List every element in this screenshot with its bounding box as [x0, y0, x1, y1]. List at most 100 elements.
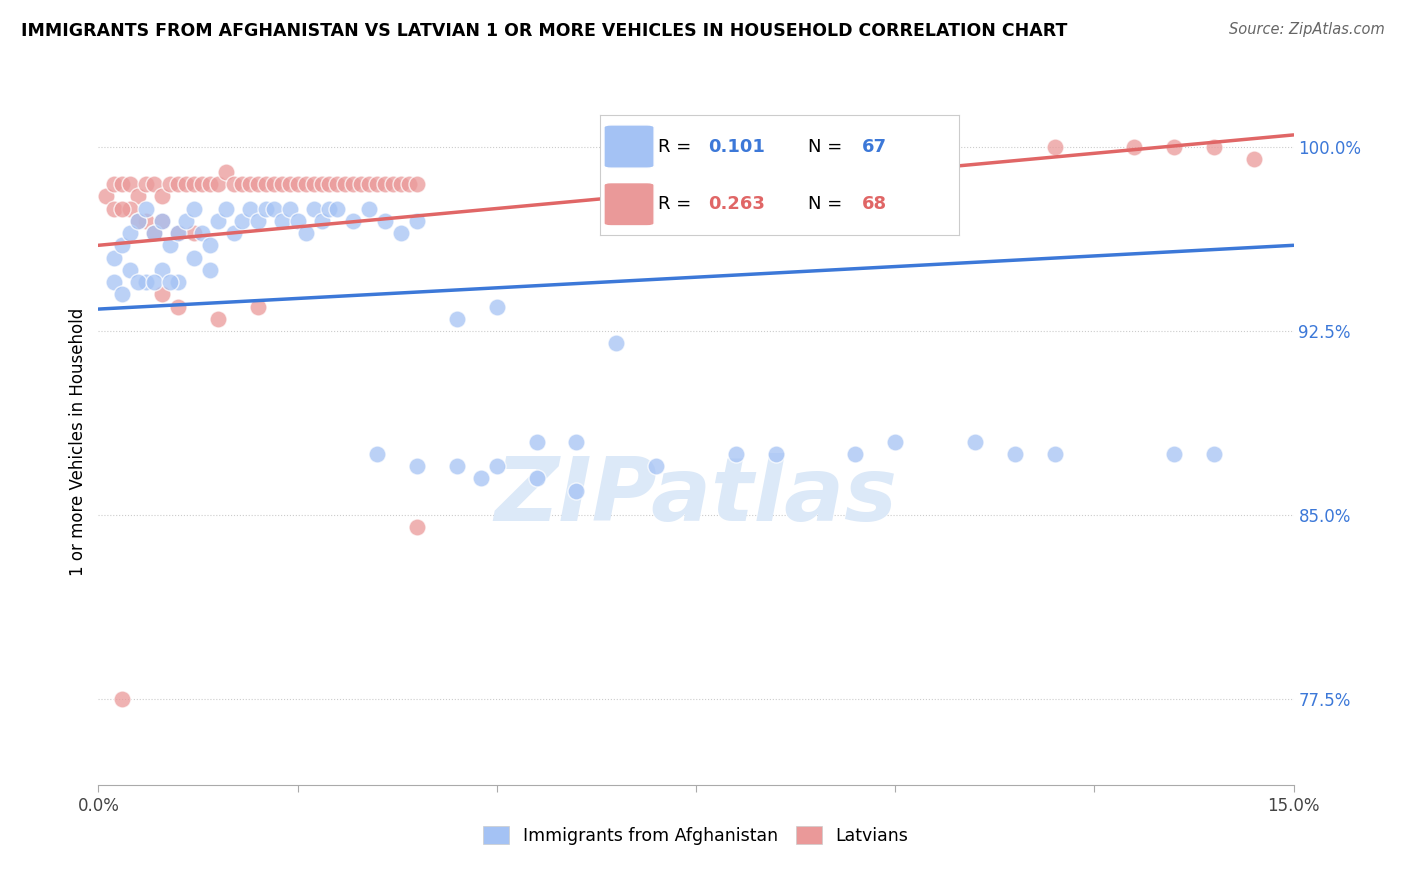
- Point: [1202, 447, 1225, 461]
- Point: [470, 471, 492, 485]
- Point: [111, 238, 134, 252]
- Text: ZIPatlas: ZIPatlas: [495, 453, 897, 540]
- Point: [191, 226, 214, 240]
- Point: [127, 214, 149, 228]
- Point: [389, 226, 412, 240]
- Point: [222, 226, 245, 240]
- Text: Source: ZipAtlas.com: Source: ZipAtlas.com: [1229, 22, 1385, 37]
- Point: [406, 214, 429, 228]
- Point: [103, 177, 125, 191]
- Point: [174, 214, 197, 228]
- Point: [150, 214, 173, 228]
- Point: [111, 202, 134, 216]
- Point: [167, 226, 190, 240]
- Point: [215, 165, 238, 179]
- Point: [278, 177, 301, 191]
- Point: [326, 177, 349, 191]
- Point: [127, 189, 149, 203]
- Point: [374, 177, 396, 191]
- Point: [526, 434, 548, 449]
- Point: [326, 202, 349, 216]
- Point: [1163, 447, 1185, 461]
- Point: [318, 177, 340, 191]
- Point: [167, 177, 190, 191]
- Point: [1043, 447, 1066, 461]
- Point: [143, 226, 166, 240]
- Point: [103, 251, 125, 265]
- Point: [844, 447, 866, 461]
- Point: [143, 177, 166, 191]
- Point: [231, 177, 253, 191]
- Point: [446, 458, 468, 473]
- Point: [335, 177, 357, 191]
- Point: [183, 177, 205, 191]
- Point: [398, 177, 420, 191]
- Point: [103, 275, 125, 289]
- Point: [359, 202, 381, 216]
- Point: [350, 177, 373, 191]
- Point: [150, 214, 173, 228]
- Point: [294, 177, 316, 191]
- Point: [167, 275, 190, 289]
- Point: [143, 275, 166, 289]
- Point: [963, 434, 986, 449]
- Point: [294, 226, 316, 240]
- Point: [565, 434, 588, 449]
- Point: [1123, 140, 1146, 154]
- Point: [1202, 140, 1225, 154]
- Point: [246, 177, 269, 191]
- Point: [311, 177, 333, 191]
- Point: [207, 214, 229, 228]
- Point: [406, 458, 429, 473]
- Point: [1163, 140, 1185, 154]
- Point: [183, 202, 205, 216]
- Point: [135, 214, 157, 228]
- Point: [222, 177, 245, 191]
- Y-axis label: 1 or more Vehicles in Household: 1 or more Vehicles in Household: [69, 308, 87, 575]
- Point: [246, 214, 269, 228]
- Point: [207, 177, 229, 191]
- Point: [127, 214, 149, 228]
- Point: [254, 202, 277, 216]
- Point: [263, 202, 285, 216]
- Point: [191, 177, 214, 191]
- Point: [724, 447, 747, 461]
- Point: [150, 263, 173, 277]
- Point: [198, 263, 221, 277]
- Point: [485, 300, 508, 314]
- Point: [198, 177, 221, 191]
- Point: [406, 177, 429, 191]
- Point: [389, 177, 412, 191]
- Point: [239, 177, 262, 191]
- Legend: Immigrants from Afghanistan, Latvians: Immigrants from Afghanistan, Latvians: [477, 819, 915, 852]
- Point: [270, 214, 292, 228]
- Point: [287, 177, 309, 191]
- Point: [1243, 153, 1265, 167]
- Point: [231, 214, 253, 228]
- Point: [111, 692, 134, 706]
- Point: [120, 263, 142, 277]
- Point: [120, 226, 142, 240]
- Point: [1043, 140, 1066, 154]
- Point: [143, 226, 166, 240]
- Point: [207, 312, 229, 326]
- Point: [183, 251, 205, 265]
- Point: [135, 275, 157, 289]
- Point: [198, 238, 221, 252]
- Point: [215, 202, 238, 216]
- Point: [302, 202, 325, 216]
- Point: [382, 177, 405, 191]
- Point: [366, 447, 388, 461]
- Point: [485, 458, 508, 473]
- Point: [302, 177, 325, 191]
- Point: [765, 447, 787, 461]
- Point: [159, 238, 181, 252]
- Point: [342, 214, 364, 228]
- Point: [645, 458, 668, 473]
- Point: [96, 189, 118, 203]
- Point: [526, 471, 548, 485]
- Point: [183, 226, 205, 240]
- Point: [239, 202, 262, 216]
- Point: [103, 202, 125, 216]
- Point: [111, 287, 134, 301]
